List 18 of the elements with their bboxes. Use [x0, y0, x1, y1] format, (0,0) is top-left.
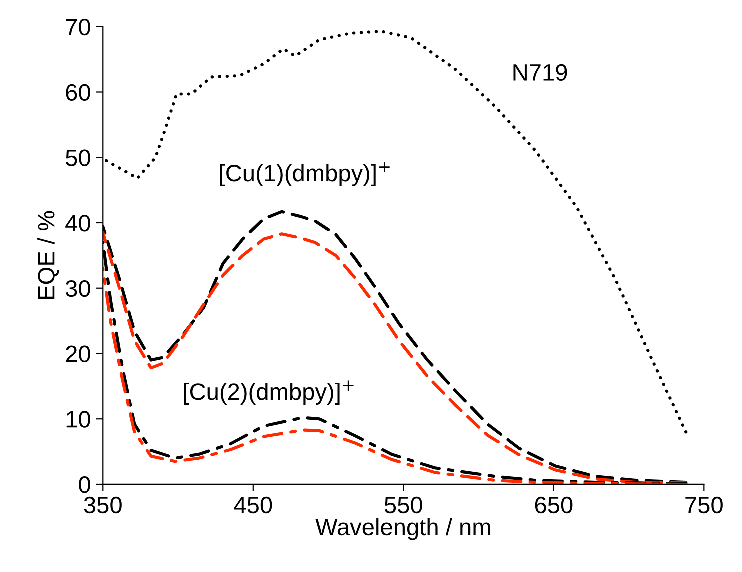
series-label: N719 [514, 64, 568, 82]
y-tick-label: 60 [66, 84, 90, 102]
y-tick-label: 20 [66, 346, 90, 363]
x-tick-label: 450 [234, 496, 272, 514]
series-label: [Cu(1)(dmbpy)]$^{+}$ [220, 162, 390, 186]
y-tick-label: 30 [66, 280, 90, 298]
y-tick-label: 10 [66, 411, 90, 428]
y-tick-label: 40 [66, 215, 90, 232]
y-tick-label: 70 [66, 18, 90, 36]
x-tick-label: 650 [535, 496, 573, 514]
x-axis-title: Wavelength / nm [316, 518, 490, 540]
y-tick-label: 0 [79, 476, 90, 494]
x-tick-label: 350 [84, 496, 122, 514]
series-label: [Cu(2)(dmbpy)]$^{+}$ [184, 380, 354, 405]
y-axis-title: EQE / % [38, 211, 60, 300]
x-tick-label: 550 [384, 496, 422, 514]
x-tick-label: 750 [686, 496, 723, 514]
y-tick-label: 50 [66, 150, 90, 166]
